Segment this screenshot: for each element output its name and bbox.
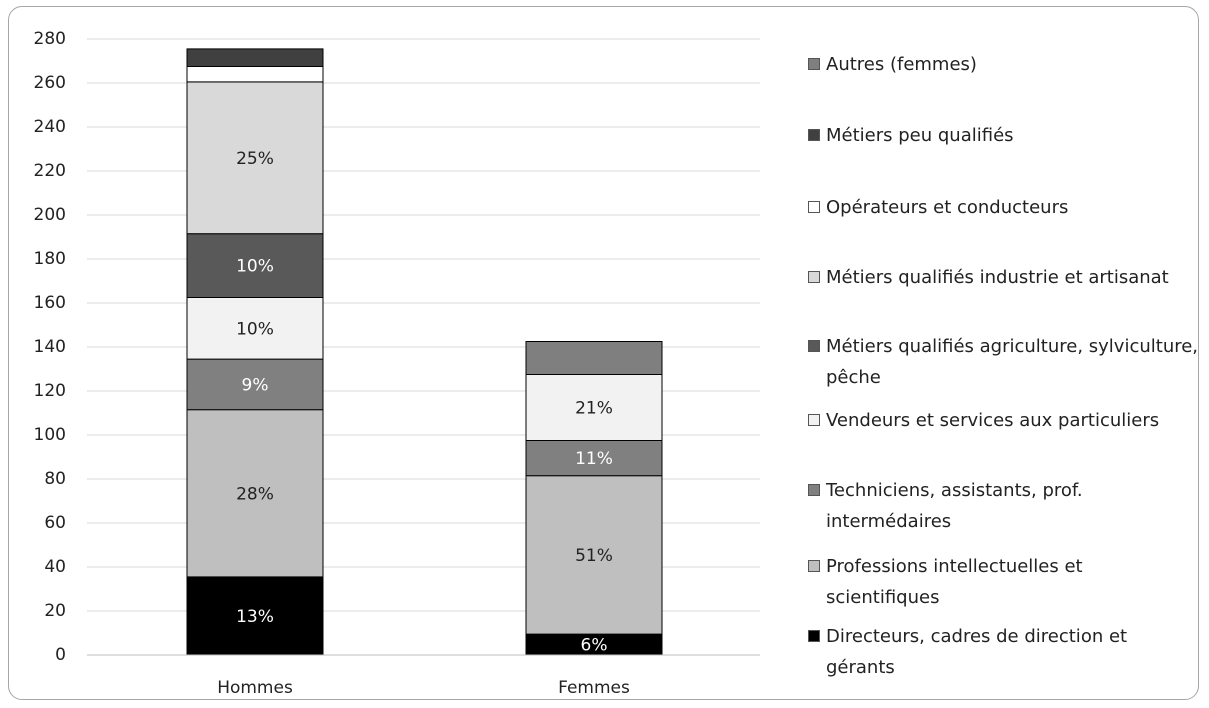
value-label: 13%	[236, 607, 274, 627]
bar-segment	[186, 233, 324, 298]
value-label: 10%	[236, 257, 274, 277]
legend-entry: Professions intellectuelles et scientifi…	[806, 551, 1201, 613]
legend-label: Métiers peu qualifiés	[826, 125, 1014, 146]
legend-label: Métiers qualifiés industrie et artisanat	[826, 267, 1169, 288]
y-tick-label: 80	[44, 469, 66, 489]
y-tick-label: 180	[34, 249, 66, 269]
y-tick-label: 140	[34, 337, 66, 357]
legend-label: Opérateurs et conducteurs	[826, 197, 1069, 218]
y-tick-label: 0	[55, 645, 66, 665]
bar-segment	[186, 297, 324, 360]
legend-swatch	[808, 129, 820, 141]
y-tick-label: 60	[44, 513, 66, 533]
legend-swatch	[808, 271, 820, 283]
legend-swatch	[808, 630, 820, 642]
legend-swatch	[808, 340, 820, 352]
bar-segment	[186, 358, 324, 411]
legend-label: Autres (femmes)	[826, 54, 977, 75]
value-label: 11%	[575, 449, 613, 469]
value-label: 9%	[242, 375, 269, 395]
y-tick-label: 160	[34, 293, 66, 313]
legend-entry: Métiers qualifiés agriculture, sylvicult…	[806, 331, 1201, 393]
legend-label: Directeurs, cadres de direction et géran…	[826, 626, 1128, 678]
y-tick-label: 240	[34, 117, 66, 137]
y-tick-label: 220	[34, 161, 66, 181]
legend-swatch	[808, 484, 820, 496]
legend-label: Vendeurs et services aux particuliers	[826, 410, 1160, 431]
bar-segment	[186, 81, 324, 235]
bar-segment	[525, 341, 663, 375]
value-label: 25%	[236, 149, 274, 169]
bar-segment	[186, 48, 324, 68]
legend-label: Techniciens, assistants, prof. interméda…	[826, 480, 1083, 532]
legend-swatch	[808, 201, 820, 213]
y-tick-label: 100	[34, 425, 66, 445]
y-tick-label: 40	[44, 557, 66, 577]
bar-segment	[525, 475, 663, 635]
value-label: 28%	[236, 484, 274, 504]
frame	[8, 6, 1199, 700]
bar-segment	[186, 66, 324, 83]
legend-entry: Métiers peu qualifiés	[806, 120, 1201, 151]
legend-label: Professions intellectuelles et scientifi…	[826, 556, 1083, 608]
x-tick-label: Femmes	[558, 678, 630, 698]
legend-entry: Autres (femmes)	[806, 49, 1201, 80]
value-label: 21%	[575, 399, 613, 419]
y-tick-label: 200	[34, 205, 66, 225]
legend-swatch	[808, 414, 820, 426]
bar-segment	[186, 576, 324, 656]
value-label: 51%	[575, 546, 613, 566]
bar-segment	[525, 374, 663, 441]
legend-entry: Opérateurs et conducteurs	[806, 192, 1201, 223]
y-tick-label: 20	[44, 601, 66, 621]
value-label: 6%	[581, 636, 608, 656]
legend-swatch	[808, 560, 820, 572]
bar-segment	[186, 409, 324, 578]
legend-label: Métiers qualifiés agriculture, sylvicult…	[826, 336, 1199, 388]
legend-entry: Vendeurs et services aux particuliers	[806, 405, 1201, 436]
legend-entry: Métiers qualifiés industrie et artisanat	[806, 262, 1201, 293]
y-tick-label: 280	[34, 29, 66, 49]
x-tick-label: Hommes	[217, 678, 293, 698]
value-label: 10%	[236, 319, 274, 339]
y-tick-label: 120	[34, 381, 66, 401]
y-tick-label: 260	[34, 73, 66, 93]
legend-entry: Techniciens, assistants, prof. interméda…	[806, 475, 1201, 537]
legend-entry: Directeurs, cadres de direction et géran…	[806, 621, 1201, 683]
legend-swatch	[808, 58, 820, 70]
